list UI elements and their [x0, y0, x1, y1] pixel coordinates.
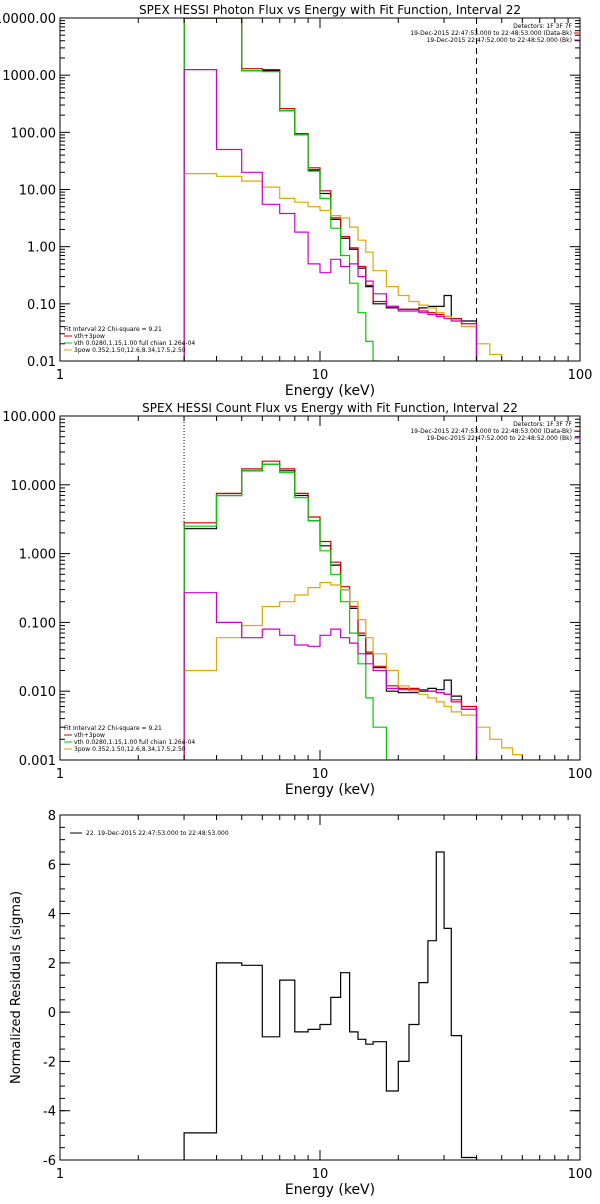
series-group — [183, 18, 513, 361]
x-axis-label: Energy (keV) — [285, 782, 375, 798]
series-line-total — [183, 460, 478, 760]
chart-panel-1: 1 10 100 0.01 0.10 1.00 10.00 100.00 1000.00 1000… — [0, 3, 592, 399]
y-tick-label: 10.00 — [19, 184, 56, 199]
x-axis: 1 10 100 — [56, 416, 593, 782]
legend-entry: vth 0.0280,1.15,1.00 full chian 1.26e-04 — [74, 340, 195, 347]
series-line-residuals — [183, 851, 478, 1160]
y-axis: 0.001 0.010 0.100 1.000 10.000 100.000 — [2, 410, 580, 769]
header-line: 19-Dec-2015 22:47:52.000 to 22:48:52.000… — [427, 37, 572, 44]
legend: Fit Interval 22 Chi-square = 9.21vth+3po… — [64, 326, 195, 354]
y-tick-label: -4 — [43, 1105, 56, 1120]
y-tick-label: 10.000 — [11, 479, 57, 494]
y-tick-label: 2 — [48, 957, 56, 972]
series-line-nonthermal — [183, 581, 540, 760]
y-tick-label: 100.000 — [2, 410, 56, 425]
header-line: 19-Dec-2015 22:47:53.000 to 22:48:53.000… — [410, 30, 572, 37]
legend: 22. 19-Dec-2015 22:47:53.000 to 22:48:53… — [70, 830, 229, 837]
x-axis-label: Energy (keV) — [285, 1182, 375, 1198]
legend: Fit Interval 22 Chi-square = 9.21vth+3po… — [64, 725, 195, 753]
legend-entry: vth+3pow — [74, 732, 105, 739]
y-tick-label: 1.00 — [27, 241, 56, 256]
y-tick-label: 0.01 — [27, 355, 56, 370]
y-tick-label: -6 — [43, 1154, 56, 1169]
header-line: 19-Dec-2015 22:47:53.000 to 22:48:53.000… — [410, 428, 572, 435]
series-group — [183, 460, 540, 760]
x-tick-label: 10 — [312, 767, 329, 782]
x-axis-label: Energy (keV) — [285, 383, 375, 399]
legend-entry: Fit Interval 22 Chi-square = 9.21 — [64, 725, 162, 732]
chart-panel-2: 1 10 100 0.001 0.010 0.100 1.000 10.000 100.000 S… — [2, 401, 592, 798]
x-tick-label: 100 — [568, 767, 593, 782]
series-line-background — [183, 592, 478, 760]
x-tick-label: 1 — [56, 1167, 64, 1182]
y-axis: -6 -4 -2 0 2 4 6 8 — [43, 809, 580, 1169]
y-tick-label: 10000.00 — [0, 12, 56, 27]
x-axis: 1 10 100 — [56, 18, 593, 383]
plot-frame — [59, 814, 581, 1161]
y-tick-label: 0.100 — [19, 616, 56, 631]
series-line-data — [183, 18, 478, 361]
chart-title: SPEX HESSI Count Flux vs Energy with Fit… — [142, 401, 518, 415]
series-line-thermal — [183, 18, 380, 361]
series-group — [183, 851, 478, 1160]
series-line-thermal — [183, 463, 399, 760]
series-line-data — [183, 463, 478, 760]
legend-entry: 3pow 0.352,1.50,12.6,8.34,17.5,2.50 — [74, 746, 186, 753]
x-tick-label: 10 — [312, 368, 329, 383]
x-axis: 1 10 100 — [56, 815, 593, 1182]
y-tick-label: 6 — [48, 858, 56, 873]
y-tick-label: -2 — [43, 1055, 56, 1070]
legend-entry: vth+3pow — [74, 333, 105, 340]
chart-title: SPEX HESSI Photon Flux vs Energy with Fi… — [139, 3, 521, 17]
y-tick-label: 1000.00 — [2, 69, 56, 84]
series-line-total — [183, 18, 478, 361]
legend-entry: 22. 19-Dec-2015 22:47:53.000 to 22:48:53… — [86, 830, 229, 837]
header-line: Detectors: 1F 3F 7F — [513, 23, 572, 30]
x-tick-label: 100 — [568, 368, 593, 383]
y-tick-label: 0.010 — [19, 685, 56, 700]
header-line: 19-Dec-2015 22:47:52.000 to 22:48:52.000… — [427, 435, 572, 442]
y-tick-label: 0.10 — [27, 298, 56, 313]
header-line: Detectors: 1F 3F 7F — [513, 421, 572, 428]
x-tick-label: 10 — [312, 1167, 329, 1182]
x-tick-label: 1 — [56, 368, 64, 383]
series-line-nonthermal — [183, 173, 513, 361]
legend-entry: Fit Interval 22 Chi-square = 9.21 — [64, 326, 162, 333]
x-tick-label: 1 — [56, 767, 64, 782]
x-tick-label: 100 — [568, 1167, 593, 1182]
y-tick-label: 8 — [48, 809, 56, 824]
y-axis-label: Normalized Residuals (sigma) — [9, 891, 24, 1084]
legend-entry: vth 0.0280,1.15,1.00 full chian 1.26e-04 — [74, 739, 195, 746]
y-tick-label: 4 — [48, 908, 56, 923]
y-tick-label: 0 — [48, 1006, 56, 1021]
chart-panel-3: 1 10 100 -6 -4 -2 0 2 4 6 8 Energy (keV) Normalized … — [9, 809, 592, 1198]
y-axis: 0.01 0.10 1.00 10.00 100.00 1000.00 10000.00 — [0, 12, 580, 370]
y-tick-label: 0.001 — [19, 754, 56, 769]
legend-entry: 3pow 0.352,1.50,12.6,8.34,17.5,2.50 — [74, 347, 186, 354]
y-tick-label: 1.000 — [19, 548, 56, 563]
series-line-background — [183, 68, 478, 361]
y-tick-label: 100.00 — [11, 126, 57, 141]
